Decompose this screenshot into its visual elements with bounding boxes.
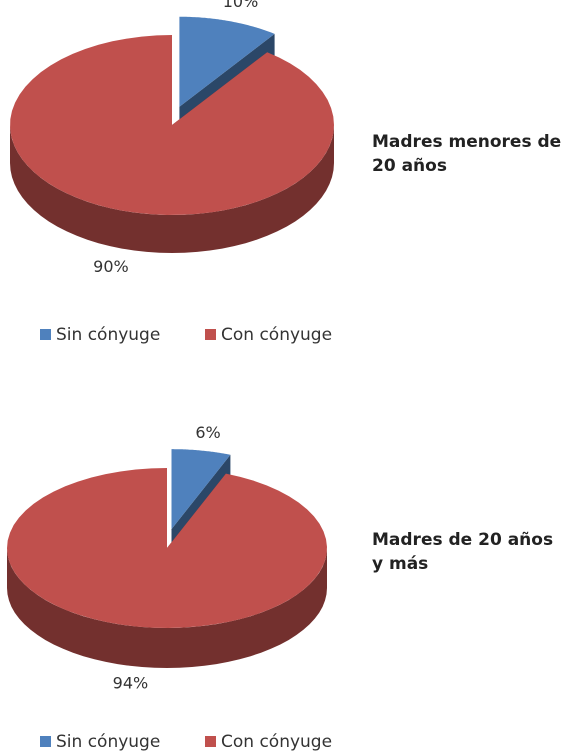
legend-swatch: [40, 329, 51, 340]
legend-label: Con cónyuge: [221, 732, 332, 751]
slice-side: [10, 125, 334, 253]
data-label: 6%: [195, 423, 220, 442]
data-label: 10%: [223, 0, 259, 11]
chart-title: Madres de 20 años y más: [372, 530, 554, 574]
legend-swatch: [205, 329, 216, 340]
slice: [7, 468, 327, 628]
legend-label: Sin cónyuge: [56, 732, 160, 751]
data-label: 94%: [113, 673, 149, 692]
legend-swatch: [205, 736, 216, 747]
slice-side: [7, 548, 327, 668]
slice: [10, 35, 334, 215]
data-label: 90%: [93, 257, 129, 276]
chart-title: Madres menores de 20 años: [372, 132, 562, 176]
slice: [179, 16, 275, 107]
legend-label: Sin cónyuge: [56, 325, 160, 345]
slice: [171, 449, 231, 530]
legend-label: Con cónyuge: [221, 325, 332, 345]
legend-swatch: [40, 736, 51, 747]
